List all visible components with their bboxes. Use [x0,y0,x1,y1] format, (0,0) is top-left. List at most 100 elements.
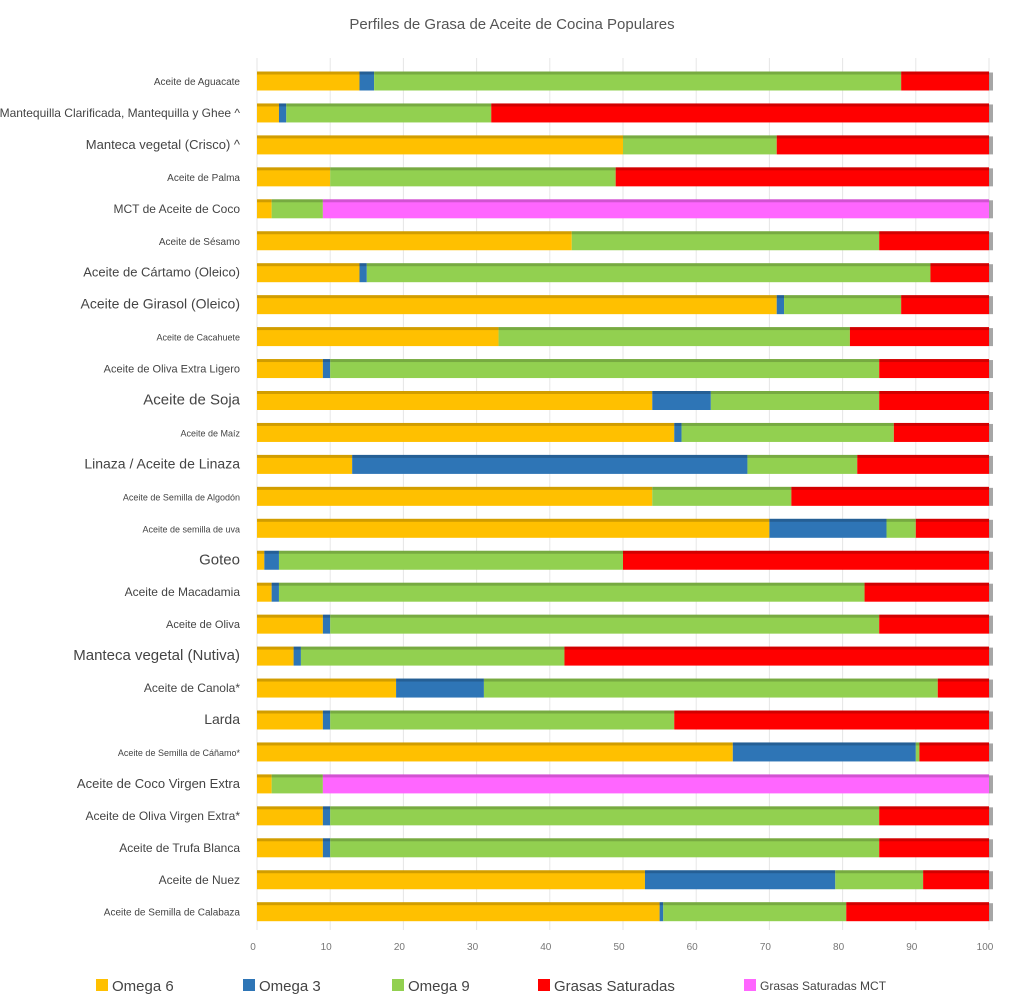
bar-segment [257,870,645,890]
category-label: Aceite de Trufa Blanca [119,841,240,855]
bar-segment [257,422,675,442]
bar-segment [352,454,748,474]
bar-segment [322,199,989,219]
bar-end-cap [989,423,993,442]
bar-segment-top-shade [901,295,989,299]
bar-end-cap [989,775,993,794]
bar-end-cap [989,711,993,730]
bar-segment-top-shade [835,870,924,874]
bar-segment [674,422,682,442]
bar-segment-top-shade [257,550,265,554]
x-axis-ticks: 0 10 20 30 40 50 60 70 80 90 100 [250,942,994,953]
x-tick-label: 20 [394,942,406,953]
legend-swatch [96,979,108,991]
bar-segment-top-shade [893,422,989,426]
bar-segment [893,422,989,442]
x-tick-label: 100 [977,942,994,953]
bar-segment [366,263,931,283]
bar-segment-top-shade [644,870,836,874]
bar-segment-top-shade [879,231,989,235]
bar-segment-top-shade [879,359,989,363]
bar-segment [879,391,989,410]
bar-segment [293,646,301,666]
legend-label: Grasas Saturadas [554,978,675,995]
bar-segment [257,263,360,283]
bar-segment [322,359,331,379]
bar-segment [257,454,353,474]
bar-segment-top-shade [330,614,880,618]
bar-segment-top-shade [257,582,272,586]
bar-segment [271,199,323,219]
bar-segment [359,71,375,91]
bar-segment-top-shade [564,646,989,650]
bar-segment-top-shade [278,103,287,107]
bar-end-cap [989,328,993,347]
bar-end-cap [989,104,993,123]
bar-segment-top-shade [864,582,989,586]
bar-segment-top-shade [257,135,623,139]
bar-segment [271,582,279,602]
bar-segment [374,71,902,91]
bar-segment [257,678,397,698]
bar-segment [257,231,572,251]
bar-segment-top-shade [257,199,272,203]
bar-segment [257,167,331,187]
category-label: Aceite de Semilla de Cáñamo* [118,748,241,758]
bar-segment-top-shade [330,167,616,171]
bar-end-cap [989,839,993,858]
category-label: Linaza / Aceite de Linaza [84,455,240,471]
legend-label: Omega 9 [408,978,470,995]
bar-segment-top-shade [257,870,645,874]
bar-segment [901,295,989,315]
bar-segment [278,103,287,123]
bar-segment-top-shade [278,550,623,554]
bar-segment-top-shade [652,391,711,394]
bar-segment [623,550,989,570]
bar-segment-top-shade [359,263,367,267]
category-label: Aceite de semilla de uva [142,524,240,534]
bar-segment-top-shade [257,231,572,235]
legend-swatch [744,979,756,991]
bar-segment [835,870,924,890]
bar-segment [864,582,989,602]
bar-end-cap [989,136,993,155]
category-label: Aceite de Macadamia [125,585,241,599]
bar-end-cap [989,647,993,666]
bar-segment [791,486,989,506]
bar-segment [257,103,279,123]
bar-segment-top-shade [257,422,675,426]
bar-segment [359,263,367,283]
x-tick-label: 50 [613,942,625,953]
bar-segment-top-shade [257,454,353,458]
bar-segment-top-shade [879,806,989,810]
bar-segment-top-shade [286,103,492,107]
bar-segment [257,582,272,602]
bar-end-cap [989,871,993,890]
bar-segment-top-shade [257,742,733,746]
bar-segment-top-shade [886,518,916,522]
bar-segment [286,103,492,123]
bar-end-cap [989,200,993,219]
bar-segment [571,231,880,251]
category-label: Aceite de Cacahuete [156,333,240,343]
bar-segment [915,742,920,762]
bar-segment [784,295,902,315]
bar-end-cap [989,72,993,91]
bar-segment [257,806,323,826]
bar-segment-top-shade [732,742,916,746]
category-label: Aceite de Girasol (Oleico) [80,296,240,312]
bar-segment-top-shade [322,614,331,618]
bar-segment-top-shade [330,806,880,810]
bar-segment [257,295,777,315]
bar-segment [330,359,880,379]
x-tick-label: 80 [833,942,845,953]
bar-segment-top-shade [330,838,880,842]
bar-segment [937,678,989,698]
bar-segment-top-shade [257,295,777,299]
bar-segment [330,167,616,187]
bar-segment-top-shade [659,902,664,906]
bar-segment-top-shade [776,295,785,299]
bar-segment [278,582,865,602]
category-label: Aceite de Semilla de Calabaza [104,908,241,919]
bar-segment-top-shade [300,646,565,650]
